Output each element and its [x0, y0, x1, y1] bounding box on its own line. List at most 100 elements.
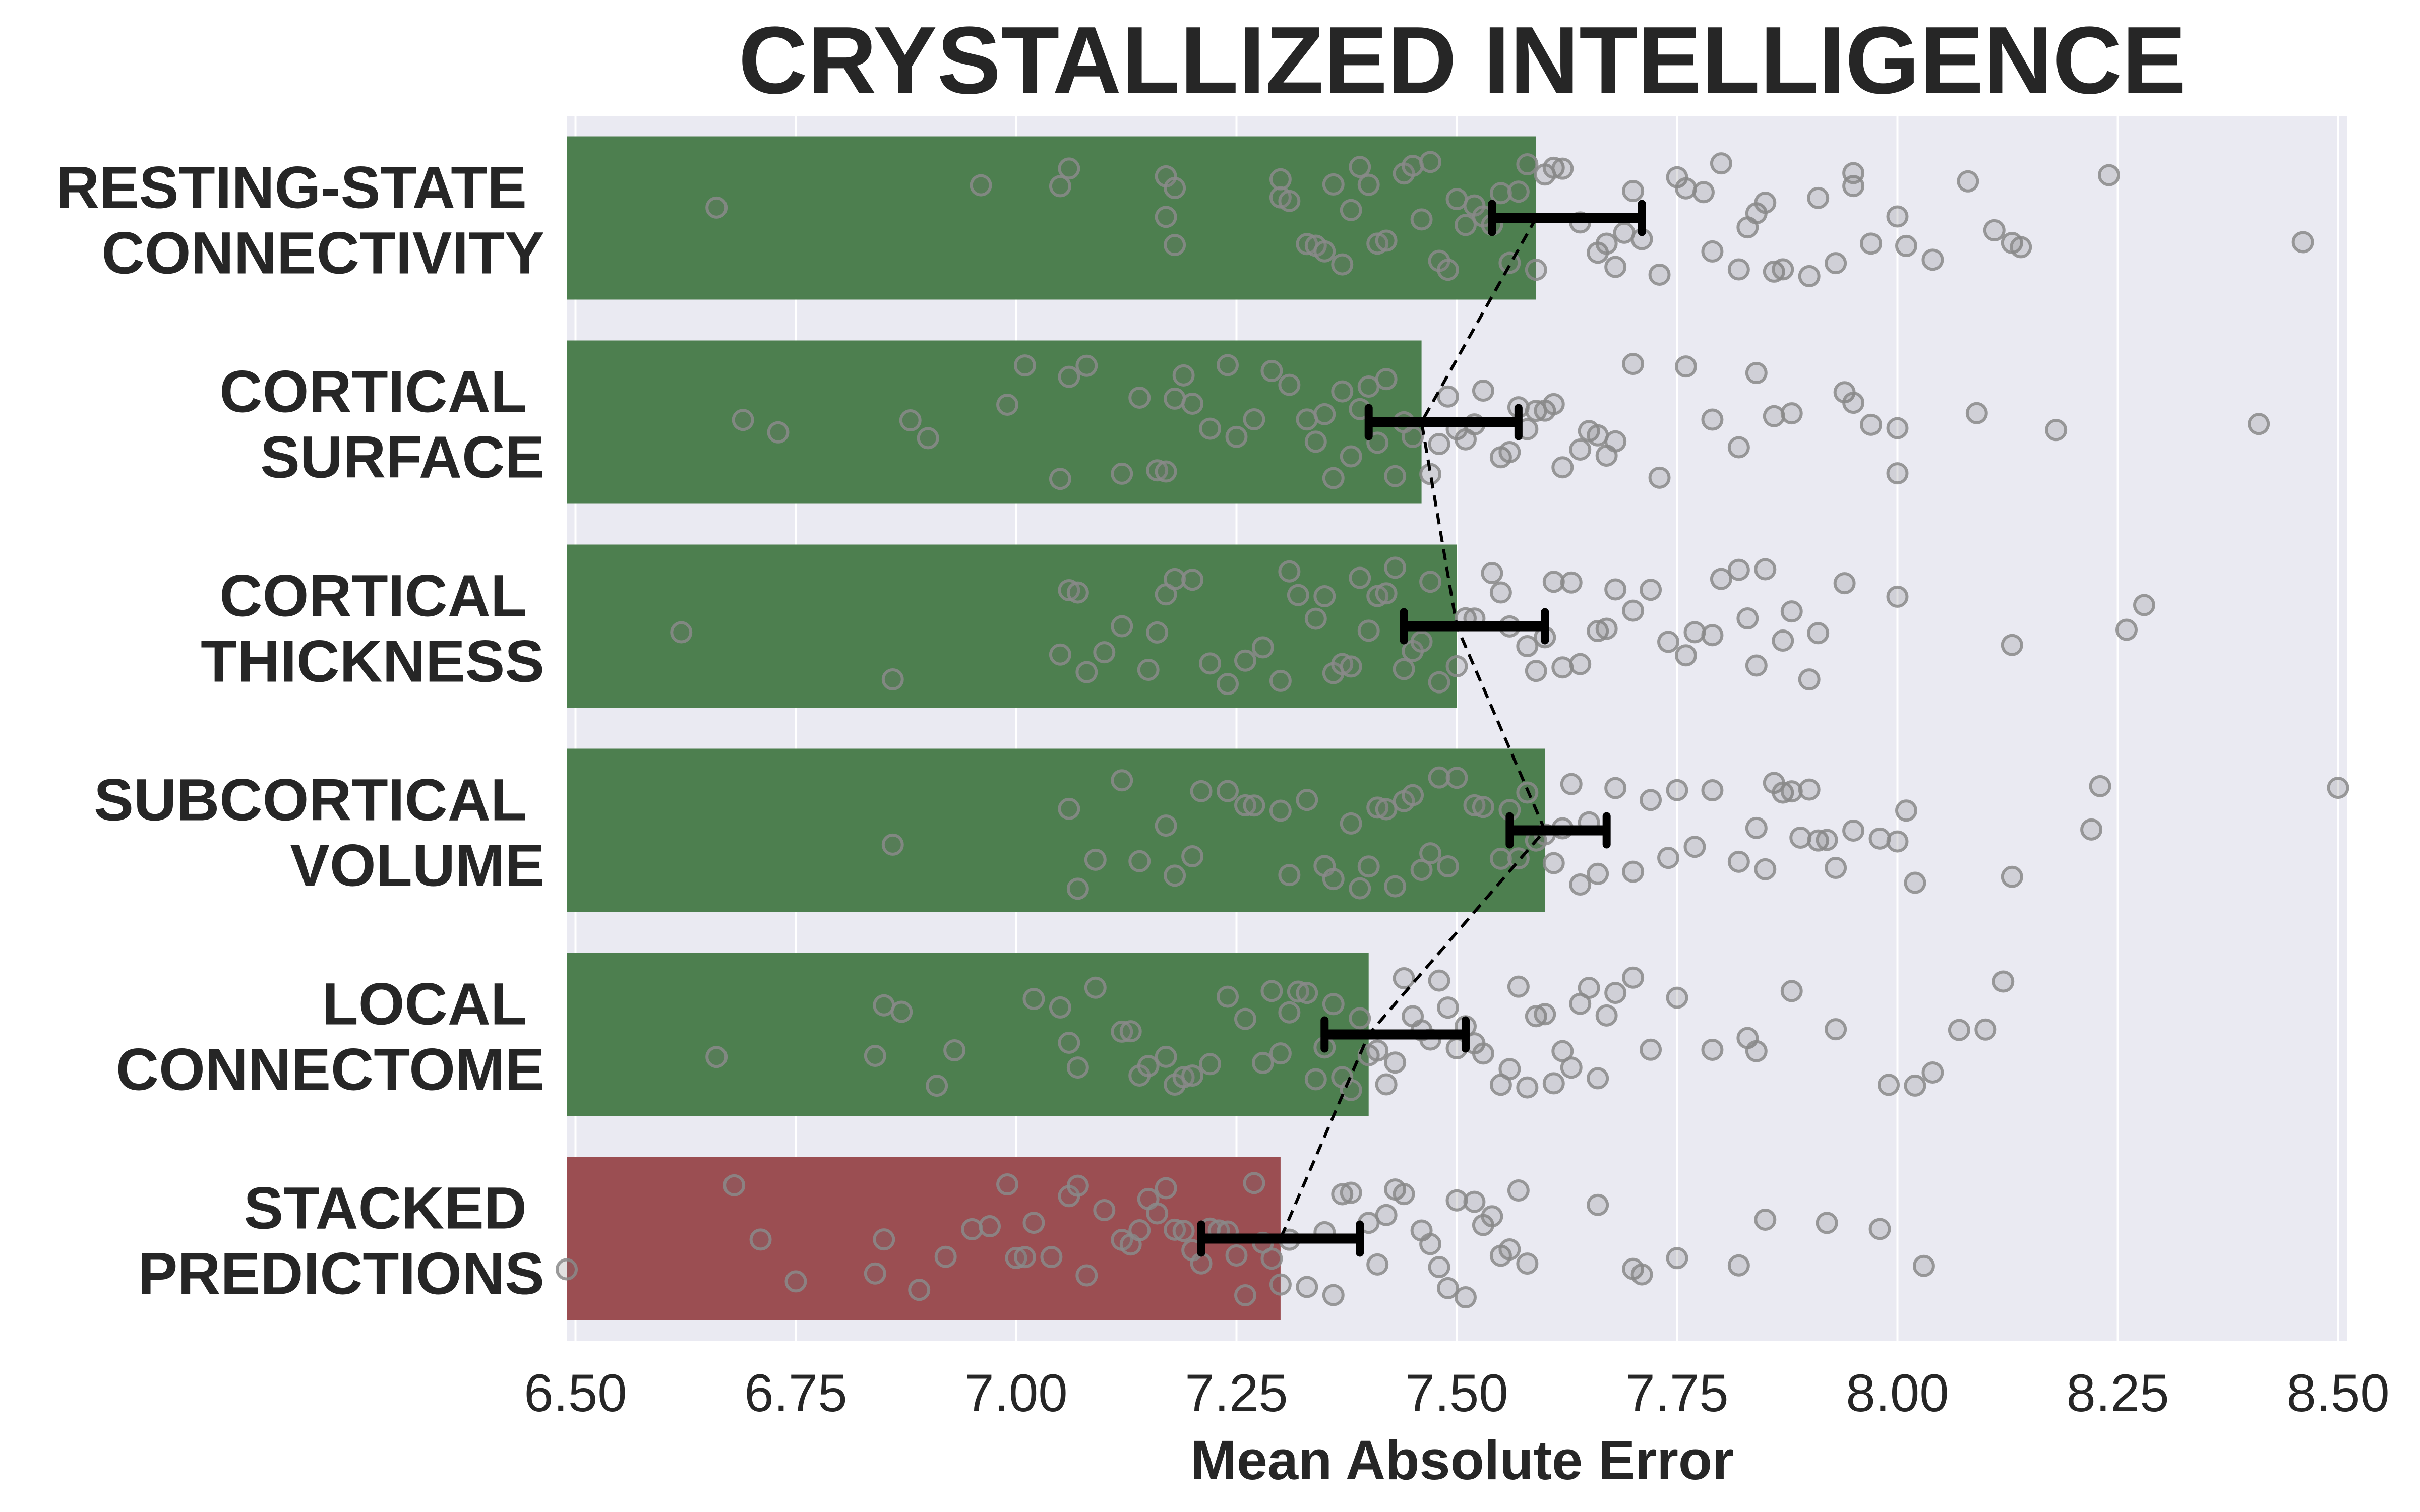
category-labels: RESTING-STATECONNECTIVITYCORTICALSURFACE… — [56, 155, 544, 1307]
data-point — [1745, 654, 1768, 677]
data-point — [1049, 175, 1071, 198]
data-point — [1842, 392, 1865, 414]
data-point — [2001, 634, 2023, 656]
data-point — [1260, 359, 1283, 382]
fold-points — [556, 151, 2349, 1309]
error-bars — [1197, 200, 1646, 1257]
data-point — [1666, 1247, 1688, 1270]
data-point — [2115, 618, 2138, 641]
x-tick-label: 6.50 — [524, 1364, 627, 1423]
data-point — [1410, 859, 1433, 881]
bar — [567, 136, 1536, 300]
data-point — [1349, 877, 1371, 900]
data-point — [926, 1075, 948, 1097]
data-point — [1912, 1254, 1935, 1277]
data-point — [1895, 799, 1917, 822]
data-point — [1243, 794, 1265, 817]
data-point — [1798, 265, 1821, 287]
data-point — [1022, 988, 1045, 1011]
data-point — [1569, 653, 1592, 675]
category-label-line2: CONNECTOME — [116, 1037, 544, 1103]
data-point — [1066, 581, 1089, 604]
data-point — [1754, 558, 1777, 581]
data-point — [1640, 789, 1662, 811]
data-point — [767, 421, 790, 444]
data-point — [1454, 1286, 1477, 1309]
data-point — [1516, 1252, 1539, 1275]
x-tick-label: 8.00 — [1846, 1364, 1949, 1423]
data-point — [1172, 1220, 1195, 1242]
data-point — [1366, 1253, 1389, 1276]
data-point — [1622, 599, 1645, 622]
data-point — [705, 1046, 728, 1068]
data-point — [2010, 236, 2032, 259]
data-point — [1754, 1208, 1777, 1231]
data-point — [1551, 656, 1574, 679]
data-point — [1304, 1068, 1327, 1091]
data-point — [1428, 766, 1450, 789]
data-point — [1287, 584, 1309, 606]
data-point — [1710, 568, 1732, 590]
data-point — [1111, 615, 1133, 638]
data-point — [1269, 1273, 1292, 1296]
data-point — [1269, 799, 1292, 822]
data-point — [1816, 829, 1838, 851]
data-point — [1701, 1038, 1724, 1061]
category-label-line1: CORTICAL — [219, 563, 527, 629]
data-point — [1595, 617, 1618, 640]
data-point — [1754, 858, 1777, 880]
data-point — [1860, 413, 1883, 436]
data-point — [1181, 845, 1204, 867]
data-point — [1260, 1247, 1283, 1270]
data-point — [1111, 769, 1133, 792]
data-point — [1498, 440, 1521, 463]
data-point — [1825, 1018, 1847, 1041]
data-point — [1375, 368, 1398, 391]
data-point — [1745, 362, 1768, 385]
data-point — [1622, 860, 1645, 883]
data-point — [1340, 1181, 1362, 1204]
data-point — [1322, 173, 1345, 196]
data-point — [1128, 1219, 1151, 1242]
bar — [567, 748, 1545, 912]
data-point — [1516, 635, 1539, 657]
category-label-line2: THICKNESS — [201, 628, 544, 695]
x-tick-labels: 6.50 6.75 7.00 7.25 7.50 7.75 8.00 8.25 8.50 — [524, 1364, 2389, 1423]
bar — [567, 1157, 1281, 1320]
data-point — [1542, 393, 1565, 415]
data-point — [1243, 408, 1265, 430]
data-point — [1384, 465, 1407, 487]
data-point — [1727, 258, 1750, 281]
data-point — [1075, 354, 1098, 377]
data-point — [1622, 179, 1645, 202]
data-point — [1190, 780, 1213, 802]
data-point — [1234, 1007, 1256, 1030]
data-point — [1498, 1238, 1521, 1261]
data-point — [1445, 767, 1468, 789]
data-point — [1754, 192, 1777, 214]
data-point — [1199, 652, 1222, 675]
data-point — [1957, 170, 1979, 193]
data-point — [1251, 636, 1274, 659]
data-point — [1428, 671, 1450, 694]
data-point — [1155, 1177, 1177, 1200]
data-point — [1825, 857, 1847, 879]
data-point — [1604, 777, 1627, 799]
data-point — [1146, 621, 1169, 644]
data-point — [1340, 199, 1362, 221]
data-point — [556, 1258, 578, 1281]
data-point — [1860, 232, 1883, 255]
data-point — [864, 1262, 886, 1285]
data-point — [1428, 969, 1450, 992]
bars — [567, 136, 1545, 1320]
data-point — [1322, 868, 1345, 891]
data-point — [1217, 780, 1239, 802]
data-point — [1357, 855, 1380, 878]
data-point — [1551, 1040, 1574, 1062]
data-point — [970, 174, 992, 197]
data-point — [1551, 157, 1574, 180]
data-point — [1525, 660, 1547, 682]
data-point — [1807, 186, 1830, 209]
data-point — [1331, 253, 1354, 276]
data-point — [908, 1279, 931, 1301]
